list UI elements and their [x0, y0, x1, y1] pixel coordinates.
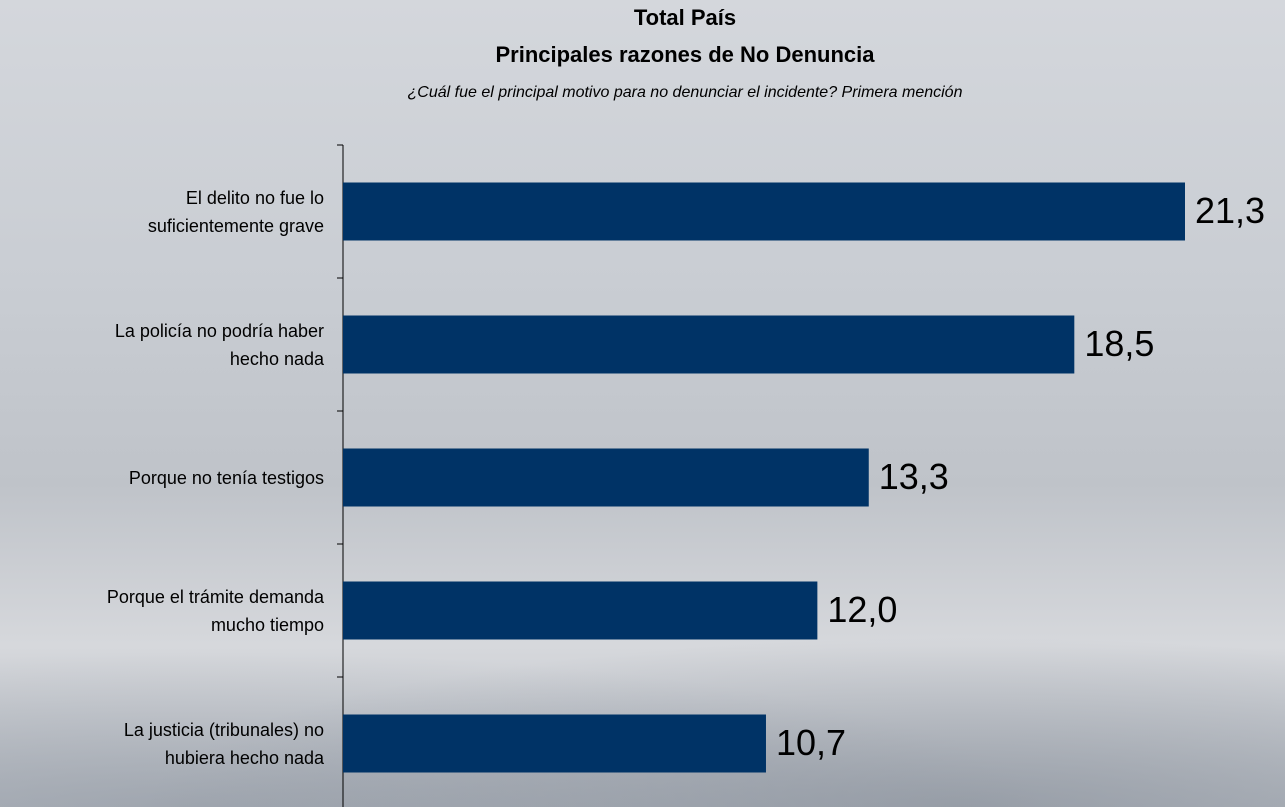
category-label: Porque no tenía testigos: [128, 467, 324, 488]
category-label: El delito no fue lo suficientemente grav…: [147, 187, 324, 236]
bar: [343, 315, 1075, 374]
chart-subtitle: Principales razones de No Denuncia: [495, 42, 875, 67]
chart-title: Total País: [634, 5, 736, 30]
bar: [343, 182, 1185, 241]
bar: [343, 714, 766, 773]
value-label: 10,7: [776, 722, 846, 763]
bar: [343, 581, 818, 640]
value-label: 12,0: [827, 589, 897, 630]
value-label: 13,3: [879, 456, 949, 497]
question: ¿Cuál fue el principal motivo para no de…: [408, 84, 963, 101]
value-label: 21,3: [1195, 190, 1265, 231]
category-label: Porque el trámite demanda mucho tiempo: [106, 586, 324, 635]
bar: [343, 448, 869, 507]
category-label: La justicia (tribunales) no hubiera hech…: [123, 719, 324, 768]
value-label: 18,5: [1084, 323, 1154, 364]
category-label: La policía no podría haber hecho nada: [114, 320, 324, 369]
